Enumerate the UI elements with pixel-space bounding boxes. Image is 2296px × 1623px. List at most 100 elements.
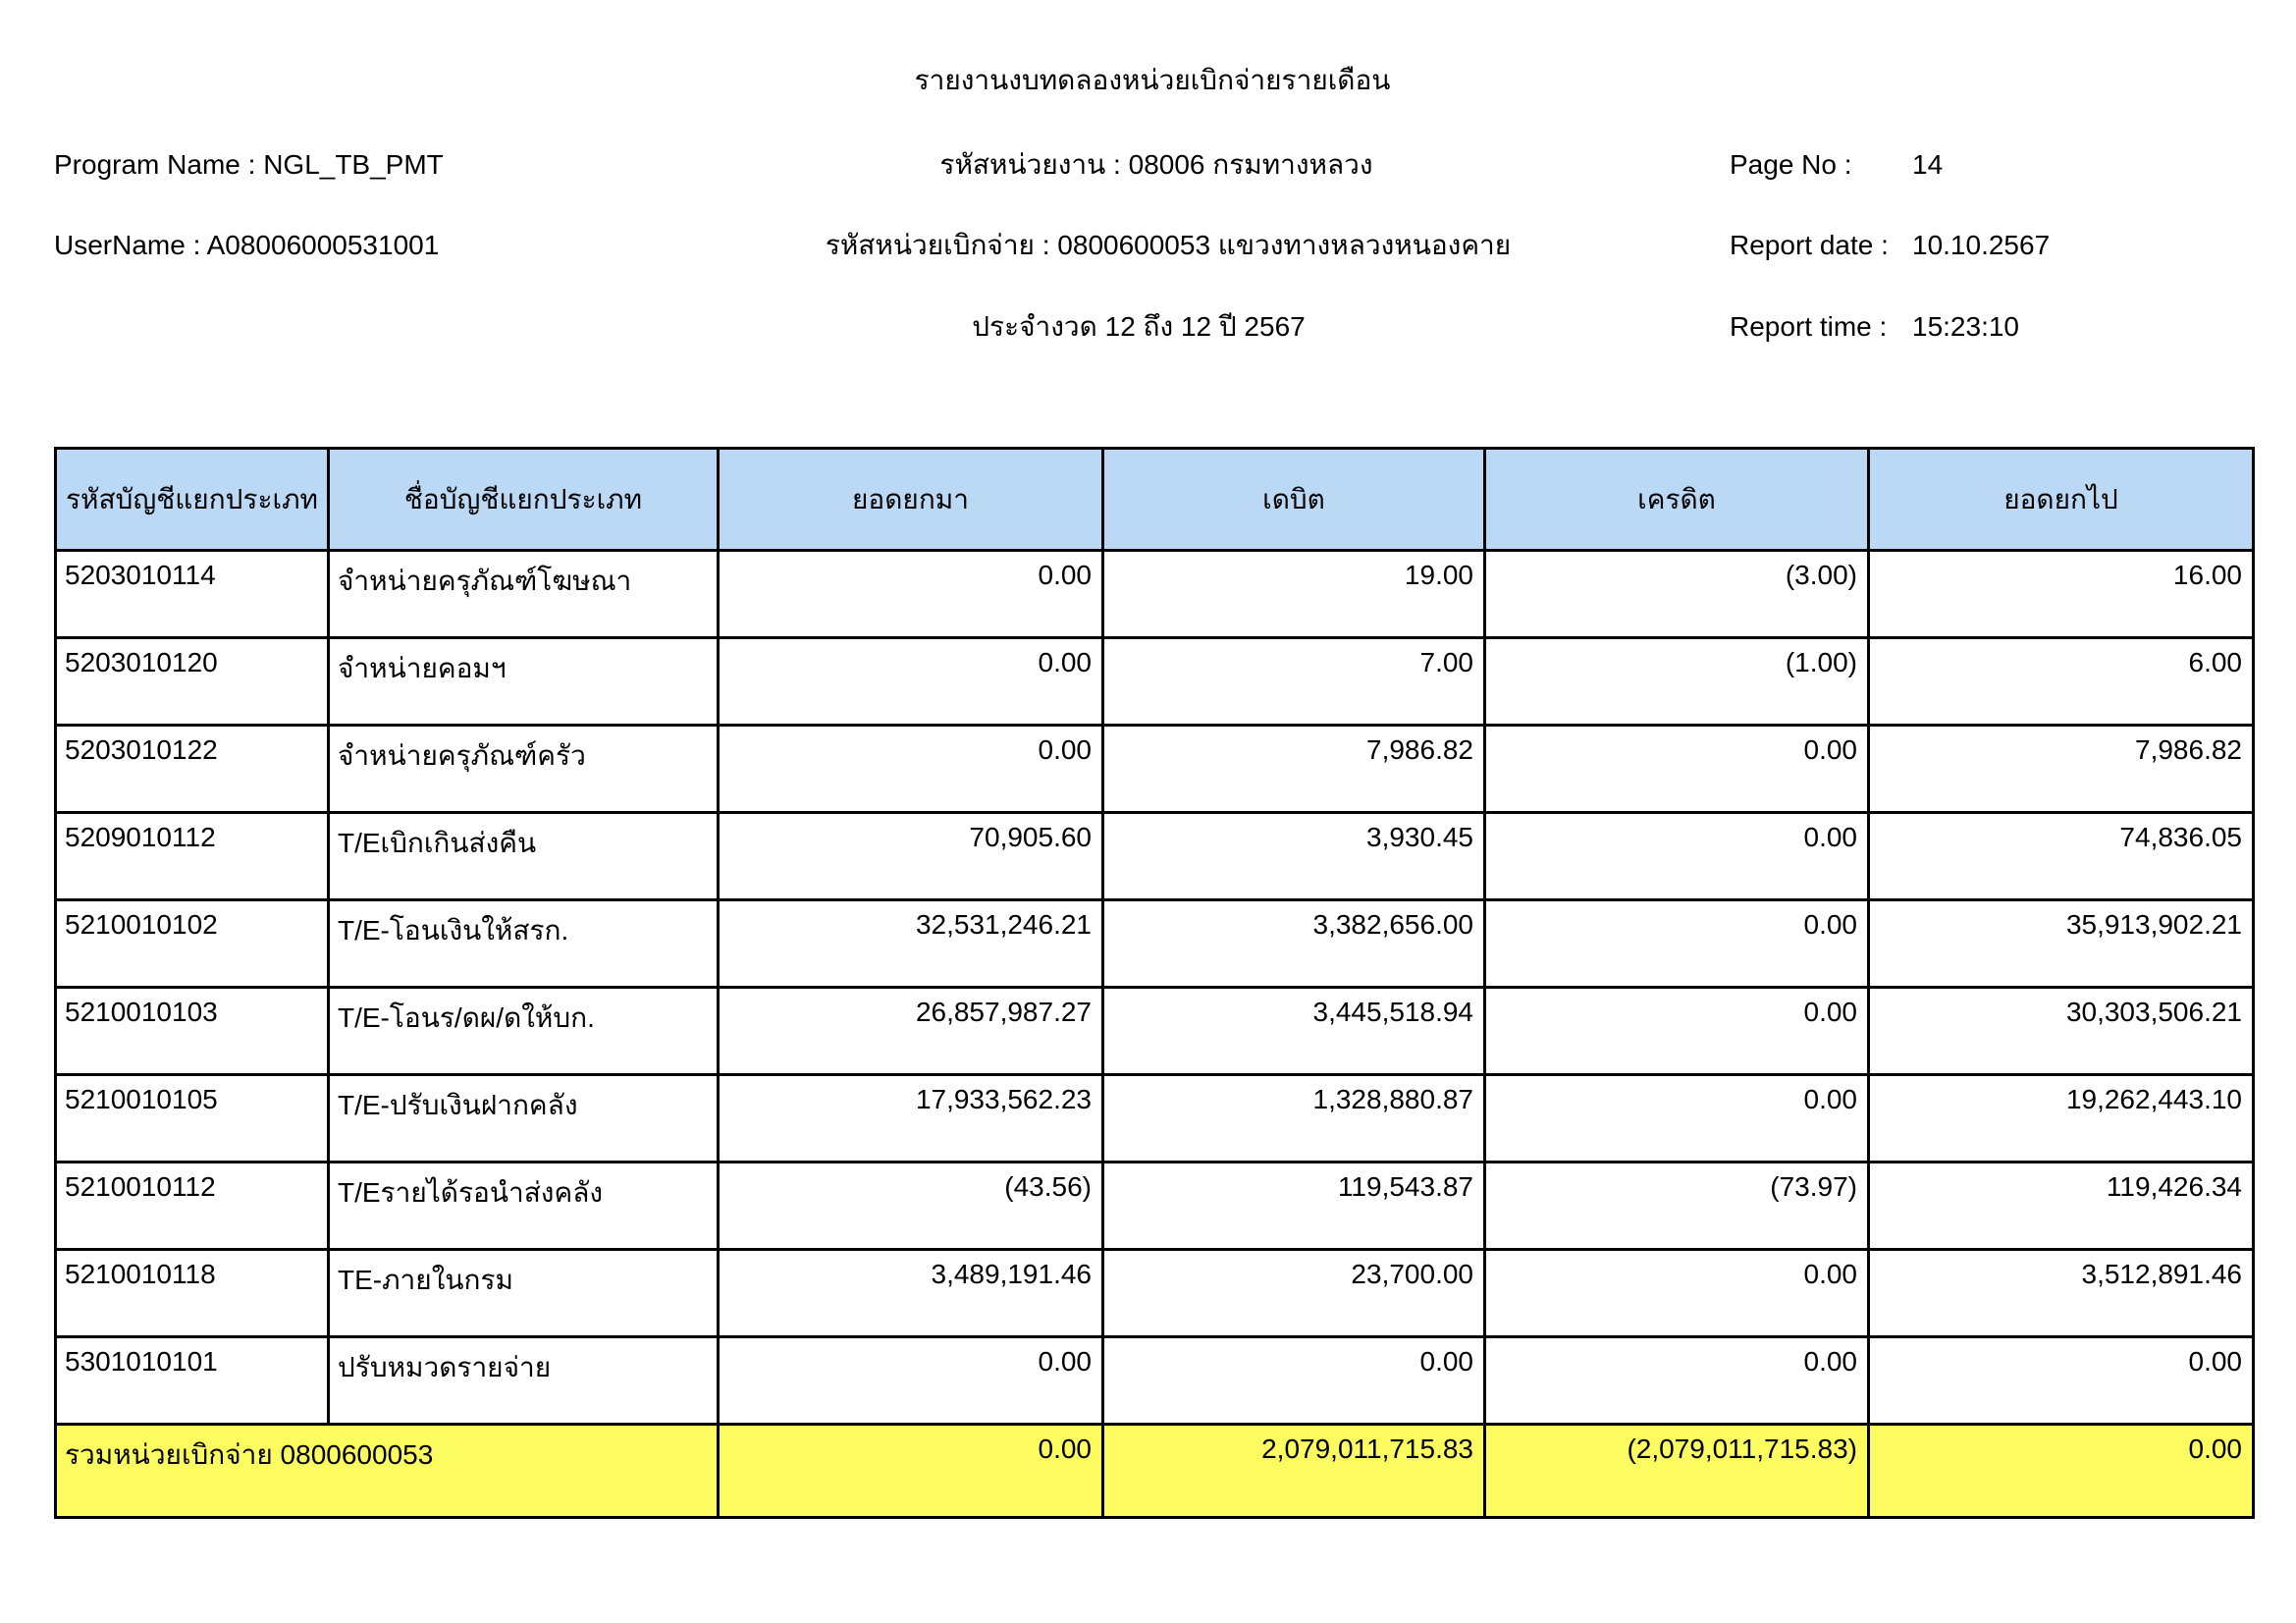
debit-cell: 3,445,518.94 — [1101, 986, 1486, 1076]
total-credit-cell: (2,079,011,715.83) — [1483, 1423, 1870, 1519]
col-header-credit: เครดิต — [1483, 447, 1870, 552]
balance-brought-forward-cell: 0.00 — [717, 636, 1104, 727]
table-row: 5210010105 T/E-ปรับเงินฝากคลัง 17,933,56… — [54, 1073, 2255, 1163]
account-name-cell: T/E-โอนร/ดผ/ดให้บก. — [327, 986, 720, 1076]
table-row: 5209010112 T/Eเบิกเกินส่งคืน 70,905.60 3… — [54, 811, 2255, 901]
table-row: 5210010118 TE-ภายในกรม 3,489,191.46 23,7… — [54, 1248, 2255, 1338]
credit-cell: 0.00 — [1483, 811, 1870, 901]
debit-cell: 3,930.45 — [1101, 811, 1486, 901]
account-name-cell: T/Eเบิกเกินส่งคืน — [327, 811, 720, 901]
table-row: 5203010114 จำหน่ายครุภัณฑ์โฆษณา 0.00 19.… — [54, 549, 2255, 639]
page-no-value: 14 — [1912, 149, 1944, 180]
account-code-cell: 5203010120 — [54, 636, 330, 727]
debit-cell: 23,700.00 — [1101, 1248, 1486, 1338]
balance-brought-forward-cell: (43.56) — [717, 1161, 1104, 1251]
credit-cell: 0.00 — [1483, 724, 1870, 814]
total-debit-cell: 2,079,011,715.83 — [1101, 1423, 1486, 1519]
balance-carried-forward-cell: 0.00 — [1867, 1335, 2255, 1426]
balance-brought-forward-cell: 32,531,246.21 — [717, 898, 1104, 989]
balance-brought-forward-cell: 0.00 — [717, 549, 1104, 639]
program-name-line: Program Name : NGL_TB_PMT — [54, 148, 444, 182]
total-balance-carried-forward-cell: 0.00 — [1867, 1423, 2255, 1519]
table-row: 5210010112 T/Eรายได้รอนำส่งคลัง (43.56) … — [54, 1161, 2255, 1251]
report-date-value: 10.10.2567 — [1912, 230, 2051, 260]
col-header-balance-brought-forward: ยอดยกมา — [717, 447, 1104, 552]
total-row: รวมหน่วยเบิกจ่าย 0800600053 0.00 2,079,0… — [54, 1423, 2255, 1519]
account-code-cell: 5203010114 — [54, 549, 330, 639]
col-header-debit: เดบิต — [1101, 447, 1486, 552]
account-name-cell: จำหน่ายครุภัณฑ์โฆษณา — [327, 549, 720, 639]
col-header-balance-carried-forward: ยอดยกไป — [1867, 447, 2255, 552]
balance-brought-forward-cell: 3,489,191.46 — [717, 1248, 1104, 1338]
balance-brought-forward-cell: 0.00 — [717, 1335, 1104, 1426]
balance-carried-forward-cell: 74,836.05 — [1867, 811, 2255, 901]
account-code-cell: 5210010103 — [54, 986, 330, 1076]
report-time-value: 15:23:10 — [1912, 311, 2019, 342]
account-name-cell: T/E-โอนเงินให้สรก. — [327, 898, 720, 989]
balance-carried-forward-cell: 7,986.82 — [1867, 724, 2255, 814]
account-name-cell: T/E-ปรับเงินฝากคลัง — [327, 1073, 720, 1163]
table-row: 5210010102 T/E-โอนเงินให้สรก. 32,531,246… — [54, 898, 2255, 989]
col-header-account-name: ชื่อบัญชีแยกประเภท — [327, 447, 720, 552]
debit-cell: 3,382,656.00 — [1101, 898, 1486, 989]
total-label-cell: รวมหน่วยเบิกจ่าย 0800600053 — [54, 1423, 720, 1519]
account-name-cell: จำหน่ายครุภัณฑ์ครัว — [327, 724, 720, 814]
credit-cell: 0.00 — [1483, 986, 1870, 1076]
account-code-cell: 5210010105 — [54, 1073, 330, 1163]
credit-cell: (3.00) — [1483, 549, 1870, 639]
report-title: รายงานงบทดลองหน่วยเบิกจ่ายรายเดือน — [914, 65, 1391, 95]
account-name-cell: TE-ภายในกรม — [327, 1248, 720, 1338]
account-code-cell: 5210010102 — [54, 898, 330, 989]
debit-cell: 119,543.87 — [1101, 1161, 1486, 1251]
username-value: A08006000531001 — [206, 230, 440, 260]
credit-cell: 0.00 — [1483, 898, 1870, 989]
report-time-label: Report time : — [1730, 311, 1888, 342]
page-no-label: Page No : — [1730, 149, 1852, 180]
balance-carried-forward-cell: 6.00 — [1867, 636, 2255, 727]
debit-cell: 1,328,880.87 — [1101, 1073, 1486, 1163]
credit-cell: 0.00 — [1483, 1073, 1870, 1163]
account-name-cell: ปรับหมวดรายจ่าย — [327, 1335, 720, 1426]
table-row: 5203010122 จำหน่ายครุภัณฑ์ครัว 0.00 7,98… — [54, 724, 2255, 814]
account-name-cell: จำหน่ายคอมฯ — [327, 636, 720, 727]
credit-cell: 0.00 — [1483, 1335, 1870, 1426]
username-line: UserName : A08006000531001 — [54, 229, 439, 262]
table-header-row: รหัสบัญชีแยกประเภท ชื่อบัญชีแยกประเภท ยอ… — [54, 447, 2255, 552]
balance-brought-forward-cell: 26,857,987.27 — [717, 986, 1104, 1076]
agency-code-line: รหัสหน่วยงาน : 08006 กรมทางหลวง — [939, 149, 1373, 180]
balance-brought-forward-cell: 0.00 — [717, 724, 1104, 814]
balance-brought-forward-cell: 17,933,562.23 — [717, 1073, 1104, 1163]
debit-cell: 0.00 — [1101, 1335, 1486, 1426]
period-line: ประจำงวด 12 ถึง 12 ปี 2567 — [972, 311, 1306, 342]
balance-carried-forward-cell: 35,913,902.21 — [1867, 898, 2255, 989]
table-row: 5210010103 T/E-โอนร/ดผ/ดให้บก. 26,857,98… — [54, 986, 2255, 1076]
username-label: UserName : — [54, 230, 201, 260]
program-name-value: NGL_TB_PMT — [263, 149, 444, 180]
report-date-label: Report date : — [1730, 230, 1889, 260]
account-code-cell: 5203010122 — [54, 724, 330, 814]
debit-cell: 7,986.82 — [1101, 724, 1486, 814]
debit-cell: 19.00 — [1101, 549, 1486, 639]
table-row: 5203010120 จำหน่ายคอมฯ 0.00 7.00 (1.00) … — [54, 636, 2255, 727]
account-code-cell: 5209010112 — [54, 811, 330, 901]
table-row: 5301010101 ปรับหมวดรายจ่าย 0.00 0.00 0.0… — [54, 1335, 2255, 1426]
col-header-account-code: รหัสบัญชีแยกประเภท — [54, 447, 330, 552]
account-code-cell: 5301010101 — [54, 1335, 330, 1426]
balance-carried-forward-cell: 3,512,891.46 — [1867, 1248, 2255, 1338]
balance-carried-forward-cell: 119,426.34 — [1867, 1161, 2255, 1251]
account-code-cell: 5210010112 — [54, 1161, 330, 1251]
disbursement-unit-line: รหัสหน่วยเบิกจ่าย : 0800600053 แขวงทางหล… — [825, 230, 1512, 260]
balance-carried-forward-cell: 16.00 — [1867, 549, 2255, 639]
balance-carried-forward-cell: 19,262,443.10 — [1867, 1073, 2255, 1163]
account-name-cell: T/Eรายได้รอนำส่งคลัง — [327, 1161, 720, 1251]
total-balance-brought-forward-cell: 0.00 — [717, 1423, 1104, 1519]
debit-cell: 7.00 — [1101, 636, 1486, 727]
credit-cell: (73.97) — [1483, 1161, 1870, 1251]
credit-cell: (1.00) — [1483, 636, 1870, 727]
balance-carried-forward-cell: 30,303,506.21 — [1867, 986, 2255, 1076]
balance-brought-forward-cell: 70,905.60 — [717, 811, 1104, 901]
trial-balance-table: รหัสบัญชีแยกประเภท ชื่อบัญชีแยกประเภท ยอ… — [54, 447, 2255, 1519]
account-code-cell: 5210010118 — [54, 1248, 330, 1338]
credit-cell: 0.00 — [1483, 1248, 1870, 1338]
